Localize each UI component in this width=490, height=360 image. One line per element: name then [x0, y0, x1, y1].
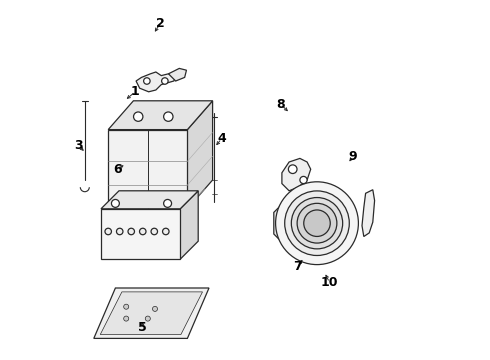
Circle shape	[164, 199, 171, 207]
Circle shape	[144, 78, 150, 84]
Circle shape	[163, 228, 169, 235]
Circle shape	[304, 210, 330, 237]
Circle shape	[117, 228, 123, 235]
Text: 9: 9	[349, 150, 357, 163]
Circle shape	[300, 176, 307, 184]
Circle shape	[105, 228, 111, 235]
Text: 8: 8	[277, 98, 285, 111]
Circle shape	[140, 228, 146, 235]
Circle shape	[289, 165, 297, 174]
Polygon shape	[108, 101, 213, 130]
Polygon shape	[94, 288, 209, 338]
Polygon shape	[101, 191, 198, 209]
Circle shape	[164, 112, 173, 121]
Circle shape	[134, 112, 143, 121]
Polygon shape	[300, 191, 309, 202]
Polygon shape	[136, 72, 175, 92]
Polygon shape	[135, 113, 141, 120]
Circle shape	[123, 316, 129, 321]
Text: 2: 2	[156, 17, 165, 30]
Circle shape	[151, 228, 157, 235]
Polygon shape	[187, 101, 213, 209]
Circle shape	[111, 199, 120, 207]
Polygon shape	[108, 130, 187, 209]
Polygon shape	[180, 191, 198, 259]
Text: 10: 10	[321, 276, 339, 289]
Text: 1: 1	[131, 85, 140, 98]
Polygon shape	[282, 158, 311, 191]
Circle shape	[285, 191, 349, 256]
Circle shape	[128, 228, 134, 235]
Circle shape	[123, 304, 129, 309]
Circle shape	[297, 203, 337, 243]
Circle shape	[292, 198, 343, 249]
Circle shape	[152, 306, 157, 311]
Circle shape	[145, 316, 150, 321]
Polygon shape	[274, 205, 281, 241]
Text: 4: 4	[217, 132, 226, 145]
Circle shape	[275, 182, 358, 265]
Text: 3: 3	[74, 139, 83, 152]
Text: 7: 7	[293, 260, 301, 273]
Text: 6: 6	[113, 163, 122, 176]
Text: 5: 5	[138, 321, 147, 334]
Polygon shape	[101, 209, 180, 259]
Polygon shape	[169, 68, 187, 81]
Circle shape	[162, 78, 168, 84]
Polygon shape	[362, 190, 374, 237]
Polygon shape	[166, 113, 171, 120]
Polygon shape	[100, 292, 202, 334]
